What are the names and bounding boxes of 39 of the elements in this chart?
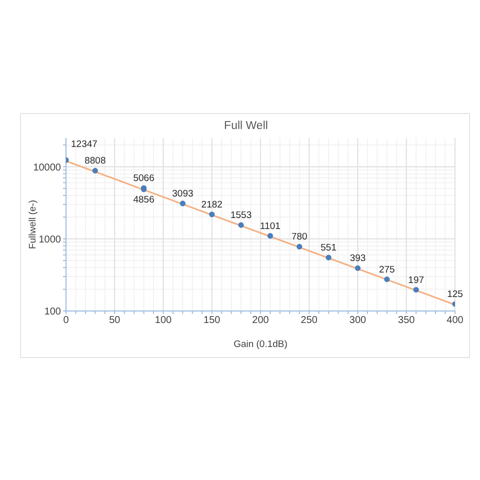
data-label: 393 <box>350 253 366 264</box>
point <box>354 265 361 271</box>
x-tick-label: 400 <box>446 315 464 326</box>
x-tick-label: 250 <box>300 315 318 326</box>
point <box>384 276 390 282</box>
x-tick-label: 0 <box>63 315 70 326</box>
x-tick-label: 150 <box>204 315 221 326</box>
data-label: 551 <box>320 242 337 254</box>
data-label: 125 <box>447 289 463 300</box>
data-label: 3093 <box>172 188 194 200</box>
point <box>326 254 332 260</box>
point <box>92 168 98 174</box>
point <box>296 244 302 250</box>
data-label: 12347 <box>71 139 98 150</box>
data-label: 275 <box>378 264 395 276</box>
chart-title: Full Well <box>223 120 269 132</box>
data-label: 1101 <box>260 220 280 232</box>
data-label: 8808 <box>84 156 106 167</box>
y-tick-label: 100 <box>44 306 62 318</box>
y-axis-title: Fullwell (e-) <box>28 200 38 250</box>
x-tick-label: 50 <box>109 315 121 326</box>
point <box>209 212 215 218</box>
point <box>180 200 186 206</box>
data-label: 780 <box>291 232 308 243</box>
data-label: 197 <box>408 274 424 286</box>
point <box>267 233 274 239</box>
y-tick-label: 10000 <box>33 162 62 174</box>
x-tick-label: 300 <box>349 315 367 326</box>
point <box>238 222 244 228</box>
data-label: 4856 <box>133 194 154 206</box>
data-label: 2182 <box>201 199 222 210</box>
data-label: 1553 <box>230 210 252 222</box>
x-tick-label: 200 <box>252 315 270 326</box>
data-label: 5066 <box>133 173 154 184</box>
x-tick-label: 350 <box>398 315 416 326</box>
point <box>413 286 419 293</box>
x-tick-label: 100 <box>154 315 172 326</box>
x-axis-title: Gain (0.1dB) <box>234 339 288 350</box>
y-tick-label: 1000 <box>38 234 62 246</box>
